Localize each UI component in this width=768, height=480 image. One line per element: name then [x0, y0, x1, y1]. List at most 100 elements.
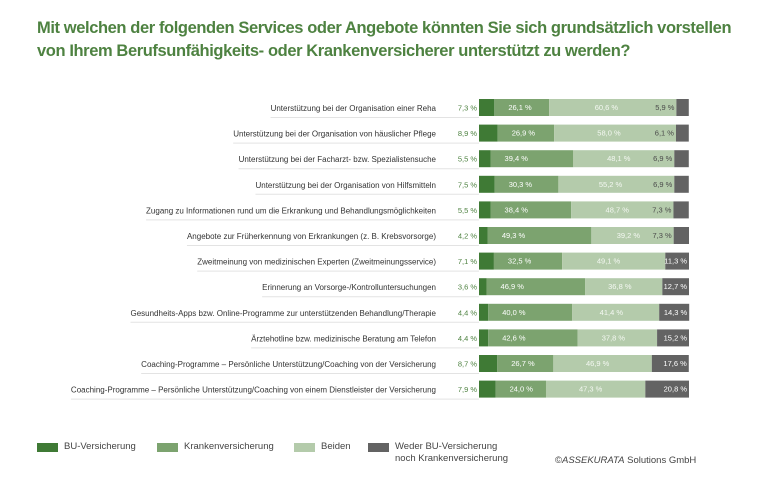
bar-segment-kv [493, 252, 563, 270]
legend-swatch-weder [368, 443, 389, 452]
bar-segment-weder [676, 99, 689, 116]
bar-segment-bu [479, 150, 491, 168]
bar-segment-weder [665, 252, 689, 270]
data-label-bu: 7,9 % [458, 385, 478, 394]
bar-segment-beiden [553, 355, 652, 372]
bar-segment-bu [479, 355, 498, 372]
chart-title-line-2: von Ihrem Berufsunfähigkeits- oder Krank… [37, 42, 631, 60]
data-label-kv: 46,9 % [501, 282, 525, 291]
bar-segment-bu [479, 329, 489, 347]
bar-segment-kv [495, 380, 546, 398]
category-label: Coaching-Programme – Persönliche Unterst… [71, 386, 436, 395]
bar-segment-weder [673, 201, 689, 219]
copyright-brand: ASSEKURATA [562, 455, 625, 466]
data-label-bu: 3,6 % [458, 283, 478, 292]
bar-row: Unterstützung bei der Organisation einer… [270, 99, 689, 118]
data-label-beiden: 47,3 % [579, 385, 603, 394]
data-label-kv: 24,0 % [510, 385, 534, 394]
category-label: Zweitmeinung von medizinischen Experten … [197, 258, 436, 267]
data-label-bu: 5,5 % [458, 206, 478, 215]
data-label-bu: 7,1 % [458, 257, 478, 266]
legend-item-kv: Krankenversicherung [157, 441, 274, 453]
data-label-kv: 26,7 % [511, 359, 535, 368]
category-label: Unterstützung bei der Organisation von h… [233, 130, 436, 139]
legend-label-beiden: Beiden [321, 441, 351, 452]
data-label-beiden: 39,2 % [617, 231, 641, 240]
data-label-kv: 32,5 % [508, 257, 532, 266]
data-label-beiden: 46,9 % [586, 359, 610, 368]
legend-item-weder: Weder BU-Versicherung noch Krankenversic… [368, 441, 508, 465]
data-label-kv: 42,6 % [502, 333, 526, 342]
category-label: Unterstützung bei der Organisation einer… [271, 104, 437, 113]
bar-segment-kv [494, 99, 550, 116]
data-label-weder: 12,7 % [664, 282, 688, 291]
legend: BU-Versicherung Krankenversicherung Beid… [0, 441, 540, 471]
bar-row: Unterstützung bei der Facharzt- bzw. Spe… [238, 150, 689, 170]
data-label-bu: 7,3 % [458, 104, 478, 113]
data-label-weder: 20,8 % [664, 385, 688, 394]
legend-swatch-beiden [294, 443, 315, 452]
bar-segment-weder [662, 278, 689, 296]
category-label: Angebote zur Früherkennung von Erkrankun… [187, 232, 436, 241]
bar-segment-bu [479, 201, 491, 219]
bar-segment-beiden [562, 252, 666, 270]
data-label-beiden: 37,8 % [602, 333, 626, 342]
data-label-beiden: 55,2 % [599, 180, 623, 189]
data-label-weder: 11,3 % [664, 257, 687, 266]
legend-label-weder-line-1: Weder BU-Versicherung [395, 441, 498, 452]
data-label-beiden: 36,8 % [608, 282, 632, 291]
bar-segment-kv [490, 201, 572, 219]
bar-segment-weder [651, 355, 689, 372]
bar-segment-bu [479, 227, 488, 244]
data-label-bu: 4,4 % [458, 308, 478, 317]
legend-swatch-bu [37, 443, 58, 452]
bar-row: Ärztehotline bzw. medizinische Beratung … [251, 329, 689, 349]
bar-row: Unterstützung bei der Organisation von H… [255, 175, 689, 195]
bar-segment-kv [486, 278, 586, 296]
bar-row: Coaching-Programme – Persönliche Unterst… [70, 380, 689, 400]
legend-swatch-kv [157, 443, 178, 452]
data-label-bu: 7,5 % [458, 180, 478, 189]
data-label-kv: 38,4 % [505, 205, 529, 214]
bar-segment-weder [674, 150, 689, 168]
legend-item-bu: BU-Versicherung [37, 441, 136, 453]
legend-label-kv: Krankenversicherung [184, 441, 274, 452]
legend-item-beiden: Beiden [294, 441, 351, 453]
data-label-weder: 6,9 % [653, 180, 673, 189]
data-label-kv: 26,9 % [512, 129, 536, 138]
category-label: Gesundheits-Apps bzw. Online-Programme z… [130, 309, 436, 318]
data-label-weder: 7,3 % [652, 205, 672, 214]
bar-segment-weder [659, 303, 690, 321]
bar-segment-beiden [573, 150, 675, 168]
bar-segment-bu [479, 124, 498, 142]
bar-segment-beiden [577, 329, 658, 347]
data-label-weder: 17,6 % [663, 359, 687, 368]
bar-segment-beiden [554, 124, 676, 142]
category-label: Zugang zu Informationen rund um die Erkr… [146, 206, 436, 215]
bar-segment-weder [657, 329, 689, 347]
bar-segment-beiden [549, 99, 677, 116]
data-label-weder: 6,9 % [653, 154, 673, 163]
bar-segment-kv [494, 175, 559, 193]
data-label-beiden: 48,1 % [607, 154, 631, 163]
data-label-bu: 4,4 % [458, 334, 478, 343]
chart-title: Mit welchen der folgenden Services oder … [37, 17, 737, 63]
data-label-weder: 14,3 % [664, 308, 688, 317]
bar-segment-bu [479, 99, 495, 116]
bar-segment-bu [479, 380, 496, 398]
data-label-weder: 6,1 % [655, 129, 675, 138]
bar-segment-bu [479, 175, 495, 193]
bar-row: Unterstützung bei der Organisation von h… [233, 124, 689, 144]
data-label-kv: 26,1 % [508, 103, 532, 112]
data-label-beiden: 60,6 % [595, 103, 619, 112]
data-label-bu: 8,7 % [458, 360, 478, 369]
bar-segment-kv [497, 355, 554, 372]
bar-segment-kv [490, 150, 574, 168]
bar-segment-kv [497, 124, 555, 142]
category-label: Unterstützung bei der Facharzt- bzw. Spe… [239, 155, 437, 164]
bar-segment-beiden [591, 227, 674, 244]
legend-label-weder-line-2: noch Krankenversicherung [395, 453, 509, 464]
data-label-weder: 15,2 % [664, 333, 688, 342]
bar-segment-kv [487, 227, 592, 244]
